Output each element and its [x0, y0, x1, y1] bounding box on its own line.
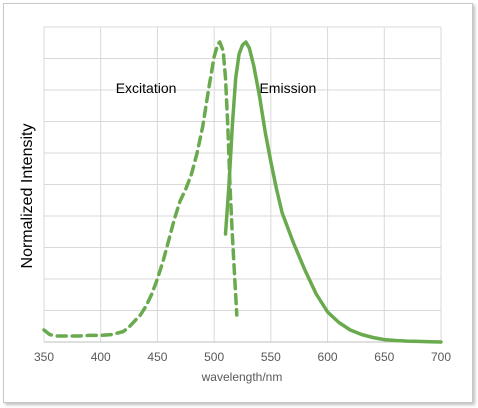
- series-layer: [42, 40, 443, 344]
- y-axis-title: Normalized Intensity: [19, 124, 36, 269]
- x-tick-label: 550: [261, 350, 281, 364]
- emission-label: Emission: [259, 80, 316, 96]
- x-tick-label: 350: [34, 350, 54, 364]
- emission-series-line: [223, 40, 443, 344]
- x-tick-label: 650: [374, 350, 394, 364]
- x-tick-label: 400: [91, 350, 111, 364]
- x-tick-label: 600: [318, 350, 338, 364]
- x-axis-title: wavelength/nm: [201, 370, 283, 384]
- x-tick-label: 450: [147, 350, 167, 364]
- x-tick-label: 500: [204, 350, 224, 364]
- excitation-series-line: [42, 40, 239, 338]
- grid: [43, 26, 442, 343]
- excitation-label: Excitation: [116, 80, 177, 96]
- x-tick-labels: 350 400 450 500 550 600 650 700: [34, 350, 451, 364]
- x-tick-label: 700: [431, 350, 451, 364]
